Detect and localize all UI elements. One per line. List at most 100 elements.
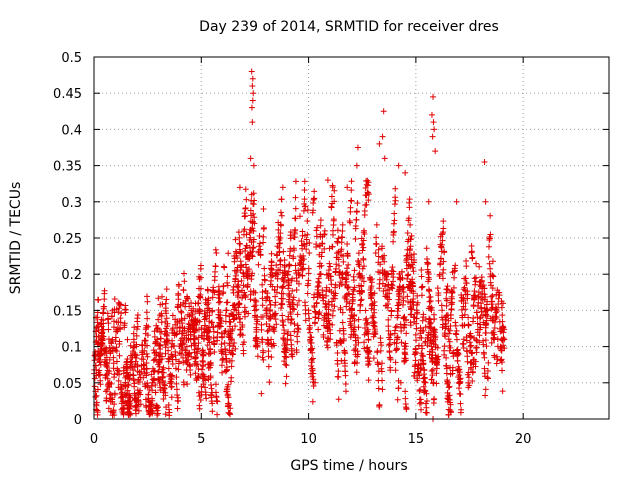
data-point xyxy=(485,375,492,382)
data-point xyxy=(387,332,394,339)
data-point xyxy=(377,347,384,354)
data-point xyxy=(269,283,276,290)
data-point xyxy=(344,285,351,292)
data-point xyxy=(223,307,230,314)
data-point xyxy=(353,369,360,376)
data-point xyxy=(353,216,360,223)
data-point xyxy=(258,390,265,397)
data-point xyxy=(183,343,190,350)
data-point xyxy=(428,367,435,374)
data-point xyxy=(328,298,335,305)
data-point xyxy=(446,347,453,354)
data-point xyxy=(230,289,237,296)
data-point xyxy=(443,365,450,372)
data-point xyxy=(430,379,437,386)
data-point xyxy=(173,386,180,393)
data-point xyxy=(477,324,484,331)
data-point xyxy=(310,383,317,390)
data-point xyxy=(329,227,336,234)
data-point xyxy=(331,303,338,310)
data-point xyxy=(301,178,308,185)
data-point xyxy=(351,311,358,318)
data-point xyxy=(305,310,312,317)
data-point xyxy=(394,396,401,403)
data-point xyxy=(470,302,477,309)
data-point xyxy=(116,352,123,359)
data-point xyxy=(493,314,500,321)
data-point xyxy=(427,325,434,332)
data-point xyxy=(133,355,140,362)
data-point xyxy=(394,336,401,343)
data-point xyxy=(195,334,202,341)
data-point xyxy=(250,90,257,97)
data-point xyxy=(407,319,414,326)
data-point xyxy=(259,339,266,346)
data-point xyxy=(384,301,391,308)
data-point xyxy=(257,251,264,258)
data-point xyxy=(185,356,192,363)
data-point xyxy=(175,282,182,289)
data-point xyxy=(192,370,199,377)
data-point xyxy=(248,68,255,75)
data-point xyxy=(158,313,165,320)
data-point xyxy=(372,250,379,257)
data-point xyxy=(277,234,284,241)
data-point xyxy=(379,377,386,384)
data-point xyxy=(432,334,439,341)
data-point xyxy=(294,325,301,332)
data-point xyxy=(467,343,474,350)
data-point xyxy=(313,233,320,240)
data-point xyxy=(249,97,256,104)
data-point xyxy=(379,243,386,250)
data-point xyxy=(469,378,476,385)
data-point xyxy=(234,283,241,290)
data-point xyxy=(482,337,489,344)
data-point xyxy=(493,360,500,367)
data-point xyxy=(160,369,167,376)
data-point xyxy=(366,348,373,355)
data-point xyxy=(347,204,354,211)
y-tick-labels: 0 0.05 0.1 0.15 0.2 0.25 0.3 0.35 0.4 0.45 0.5 xyxy=(53,51,82,428)
data-point xyxy=(434,356,441,363)
data-point xyxy=(223,366,230,373)
data-point xyxy=(368,295,375,302)
data-point xyxy=(414,377,421,384)
data-point xyxy=(121,405,128,412)
data-point xyxy=(101,296,108,303)
data-point xyxy=(499,318,506,325)
data-point xyxy=(450,284,457,291)
data-point xyxy=(163,315,170,322)
data-point xyxy=(165,365,172,372)
data-point xyxy=(144,315,151,322)
data-point xyxy=(178,350,185,357)
data-point xyxy=(293,287,300,294)
y-tick-label: 0.1 xyxy=(61,341,82,356)
data-point xyxy=(456,385,463,392)
data-point xyxy=(296,271,303,278)
data-point xyxy=(350,288,357,295)
data-point xyxy=(304,218,311,225)
data-point xyxy=(405,271,412,278)
data-point xyxy=(184,381,191,388)
data-point xyxy=(375,246,382,253)
data-point xyxy=(168,383,175,390)
data-point xyxy=(342,388,349,395)
data-point xyxy=(355,250,362,257)
data-point xyxy=(354,360,361,367)
data-point xyxy=(268,336,275,343)
data-point xyxy=(227,336,234,343)
data-point xyxy=(106,356,113,363)
data-point xyxy=(385,342,392,349)
data-point xyxy=(399,274,406,281)
data-point xyxy=(478,300,485,307)
data-point xyxy=(177,308,184,315)
data-point xyxy=(501,345,508,352)
data-point xyxy=(422,379,429,386)
data-point xyxy=(93,324,100,331)
data-point xyxy=(133,341,140,348)
data-point xyxy=(481,158,488,165)
data-point xyxy=(162,305,169,312)
data-point xyxy=(260,233,267,240)
data-point xyxy=(192,336,199,343)
data-point xyxy=(330,216,337,223)
